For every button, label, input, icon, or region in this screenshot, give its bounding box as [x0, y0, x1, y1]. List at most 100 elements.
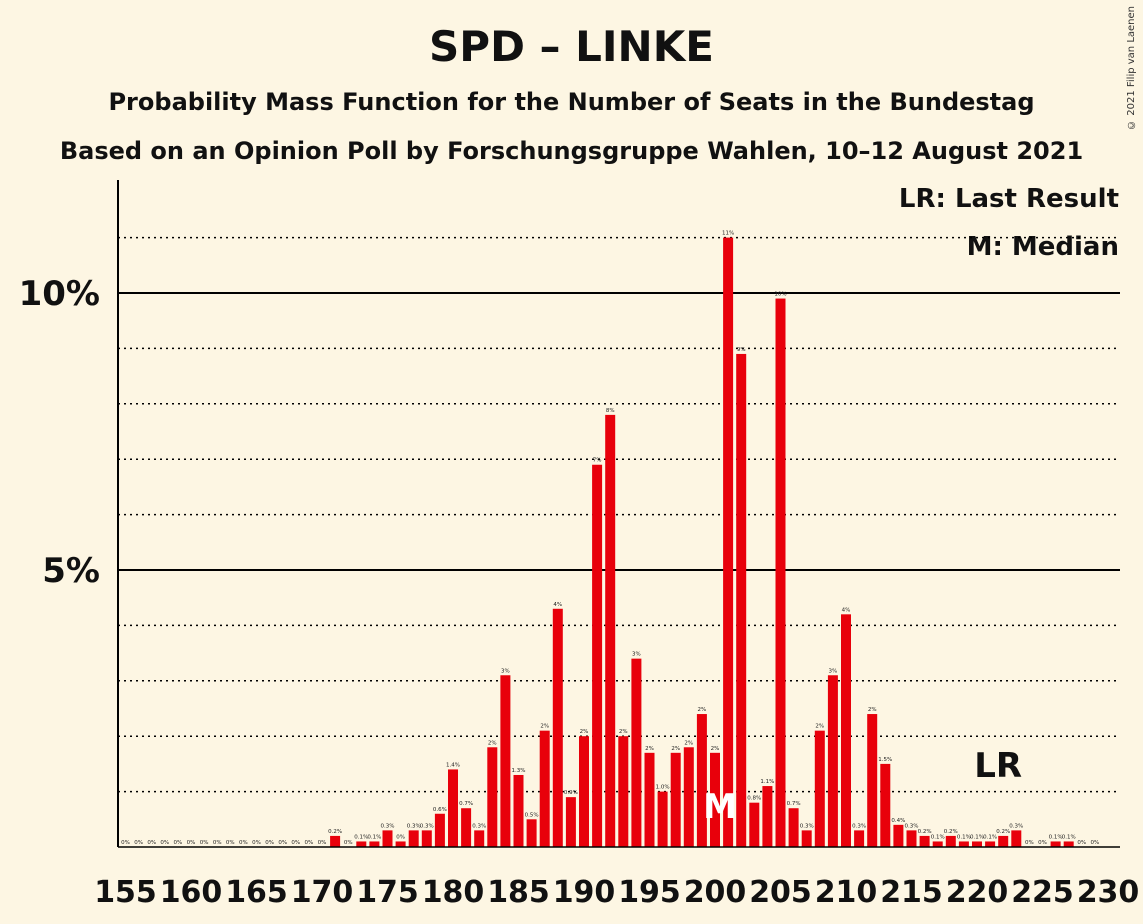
bar-label: 2%	[619, 729, 628, 735]
bar-label: 0.1%	[367, 834, 381, 840]
bar-label: 0%	[1077, 840, 1086, 846]
x-tick-label: 190	[553, 875, 616, 910]
bar-label: 0%	[318, 840, 327, 846]
bar-label: 0.3%	[800, 823, 814, 829]
bar-seat-183	[487, 747, 498, 847]
bar-label: 0%	[305, 840, 314, 846]
x-tick-label: 215	[880, 875, 943, 910]
bar-seat-217	[932, 841, 943, 847]
bar-seat-186	[526, 819, 537, 847]
bar-label: 2%	[684, 740, 693, 746]
bar-label: 2%	[868, 707, 877, 713]
bar-label: 0%	[1038, 840, 1047, 846]
bar-seat-194	[631, 658, 642, 847]
bar-seat-196	[657, 791, 668, 847]
bar-seat-187	[539, 730, 550, 847]
bar-seat-175	[382, 830, 393, 847]
bar-label: 1.3%	[512, 768, 526, 774]
bar-seat-202	[736, 353, 747, 847]
bar-seat-210	[841, 614, 851, 847]
x-tick-label: 230	[1077, 875, 1140, 910]
bar-label: 0%	[200, 840, 209, 846]
x-tick-label: 185	[487, 875, 550, 910]
bar-label: 0.1%	[354, 834, 368, 840]
bar-label: 2%	[488, 740, 497, 746]
bar-seat-220	[972, 841, 982, 847]
x-tick-label: 200	[684, 875, 747, 910]
chart-title: SPD – LINKE	[429, 22, 714, 71]
bar-label: 1.0%	[656, 785, 670, 791]
bar-label: 0.1%	[1062, 834, 1076, 840]
bar-label: 0.2%	[996, 829, 1010, 835]
bar-label: 0%	[252, 840, 261, 846]
bar-seat-178	[421, 830, 432, 847]
bar-label: 2%	[671, 746, 680, 752]
bar-seat-218	[945, 835, 956, 847]
bar-seat-227	[1063, 841, 1074, 847]
bar-seat-180	[448, 769, 458, 847]
bar-label: 0%	[1091, 840, 1100, 846]
x-tick-label: 175	[356, 875, 419, 910]
bar-label: 9%	[737, 347, 746, 353]
bar-seat-190	[579, 736, 589, 847]
bar-label: 0.2%	[918, 829, 932, 835]
bar-label: 0%	[226, 840, 235, 846]
bar-label: 2%	[540, 724, 549, 730]
bar-seat-209	[827, 675, 838, 847]
x-tick-label: 220	[946, 875, 1009, 910]
x-tick-label: 170	[291, 875, 354, 910]
bar-seat-200	[710, 752, 720, 847]
bar-label: 0.7%	[459, 801, 473, 807]
bar-label: 1.1%	[760, 779, 774, 785]
bar-label: 0.2%	[328, 829, 342, 835]
bar-label: 2%	[580, 729, 589, 735]
bar-label: 0.8%	[747, 796, 761, 802]
y-tick-label: 5%	[42, 551, 100, 591]
bar-seat-226	[1050, 841, 1061, 847]
x-tick-label: 195	[618, 875, 681, 910]
bar-label: 0.3%	[381, 823, 395, 829]
bar-label: 0%	[121, 840, 130, 846]
bar-seat-185	[513, 774, 524, 847]
bar-labels: 0% 0% 0% 0% 0% 0% 0% 0% 0% 0% 0% 0% 0% 0% 0% 0%0.2%0%0.…	[121, 231, 1099, 846]
bar-seat-191	[592, 464, 603, 847]
bar-label: 0.9%	[564, 790, 578, 796]
bar-label: 4%	[553, 602, 562, 608]
markers: M LR	[703, 746, 1022, 827]
bar-label: 0%	[239, 840, 248, 846]
bar-seat-214	[893, 824, 904, 847]
bar-label: 0.1%	[931, 834, 945, 840]
y-tick-label: 10%	[19, 274, 100, 314]
bar-seat-197	[670, 752, 681, 847]
bar-label: 0%	[1025, 840, 1034, 846]
bar-label: 0.6%	[433, 807, 447, 813]
bar-label: 2%	[698, 707, 707, 713]
bar-label: 0%	[344, 840, 353, 846]
bar-seat-184	[500, 675, 511, 847]
bar-seat-188	[552, 608, 563, 847]
bar-seat-195	[644, 752, 655, 847]
bar-seat-171	[330, 835, 341, 847]
bar-seat-198	[683, 747, 694, 847]
bar-label: 7%	[593, 458, 602, 464]
bar-seat-208	[814, 730, 825, 847]
bar-label: 0%	[265, 840, 274, 846]
bar-label: 2%	[711, 746, 720, 752]
bar-label: 0.4%	[891, 818, 905, 824]
bar-seat-223	[1011, 830, 1022, 847]
bar-seat-219	[958, 841, 969, 847]
bar-seat-201	[723, 237, 734, 848]
bar-label: 0.3%	[407, 823, 421, 829]
bar-seat-199	[696, 714, 707, 847]
bar-seat-177	[408, 830, 419, 847]
bar-seat-205	[775, 298, 786, 847]
bar-label: 0.3%	[905, 823, 919, 829]
legend-last-result: LR: Last Result	[898, 184, 1119, 214]
bar-label: 0%	[134, 840, 143, 846]
bar-label: 0.3%	[852, 823, 866, 829]
bar-label: 0.3%	[1009, 823, 1023, 829]
gridlines	[118, 236, 1120, 793]
bar-label: 0%	[278, 840, 287, 846]
bar-seat-204	[762, 786, 773, 847]
